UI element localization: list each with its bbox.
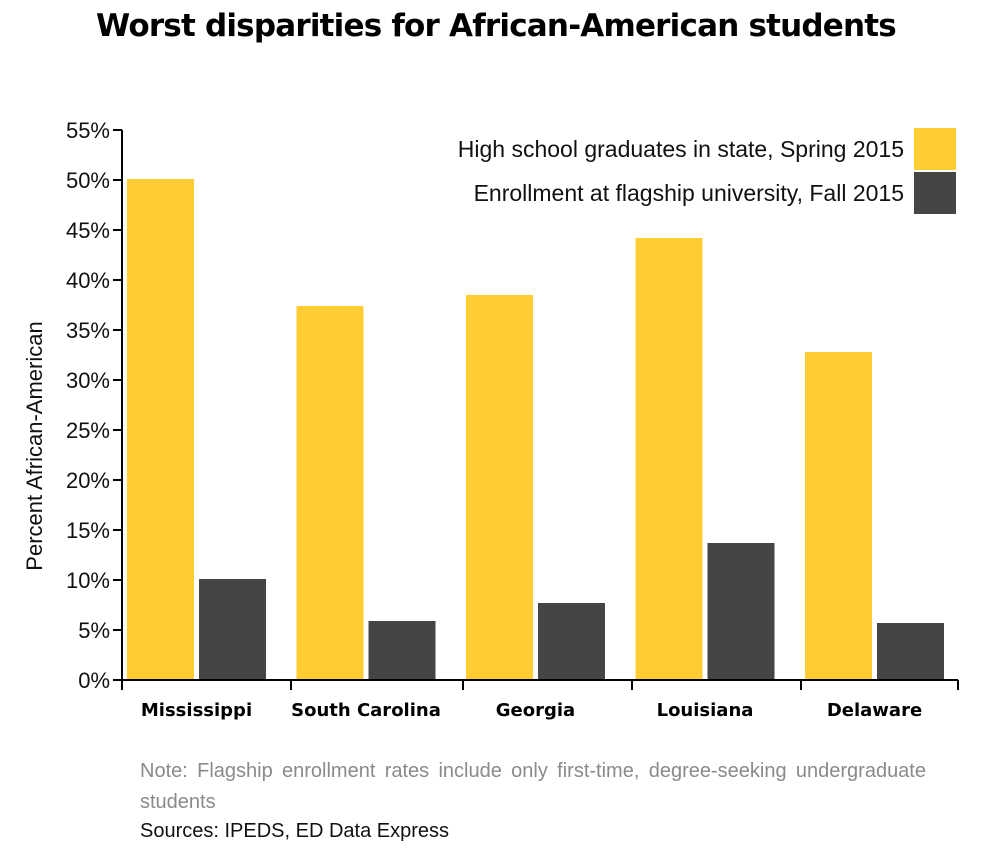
y-tick-label: 45% — [66, 218, 110, 243]
bar-flagship-enrollment — [538, 603, 605, 680]
bar-flagship-enrollment — [707, 543, 775, 680]
x-tick-label: Louisiana — [657, 700, 754, 721]
y-tick-label: 50% — [66, 168, 110, 193]
bar-flagship-enrollment — [199, 579, 266, 680]
bar-hs-graduates — [296, 306, 364, 680]
y-axis-label: Percent African-American — [22, 321, 47, 570]
x-tick-label: Mississippi — [141, 700, 252, 721]
bar-flagship-enrollment — [877, 623, 944, 680]
y-tick-label: 40% — [66, 268, 110, 293]
x-tick-label: Delaware — [827, 700, 922, 721]
y-tick-label: 10% — [66, 568, 110, 593]
bar-hs-graduates — [127, 179, 194, 680]
chart-title: Worst disparities for African-American s… — [96, 8, 897, 44]
bars — [127, 179, 944, 680]
legend-swatch — [914, 172, 956, 214]
x-tick-label: Georgia — [496, 700, 575, 721]
x-axis: Mississippi South Carolina Georgia Louisian… — [121, 679, 959, 721]
y-tick-label: 0% — [78, 668, 110, 693]
y-tick-label: 25% — [66, 418, 110, 443]
legend: High school graduates in state, Spring 2… — [458, 128, 956, 214]
bar-hs-graduates — [805, 352, 872, 680]
legend-label: High school graduates in state, Spring 2… — [458, 136, 904, 162]
y-tick-label: 20% — [66, 468, 110, 493]
bar-flagship-enrollment — [368, 621, 436, 680]
legend-swatch — [914, 128, 956, 170]
legend-label: Enrollment at flagship university, Fall … — [474, 180, 904, 206]
y-tick-label: 55% — [66, 118, 110, 143]
chart-sources: Sources: IPEDS, ED Data Express — [140, 820, 450, 842]
chart-note: Note: Flagship enrollment rates include … — [140, 760, 926, 813]
y-tick-label: 35% — [66, 318, 110, 343]
y-tick-label: 30% — [66, 368, 110, 393]
y-axis-ticks: 0% 5% 10% 15% 20% 25% 30% 35% 40% 45% 50% 55% — [66, 118, 123, 693]
y-tick-label: 15% — [66, 518, 110, 543]
bar-hs-graduates — [466, 295, 533, 680]
x-tick-label: South Carolina — [291, 700, 441, 721]
y-tick-label: 5% — [78, 618, 110, 643]
bar-hs-graduates — [635, 238, 703, 680]
